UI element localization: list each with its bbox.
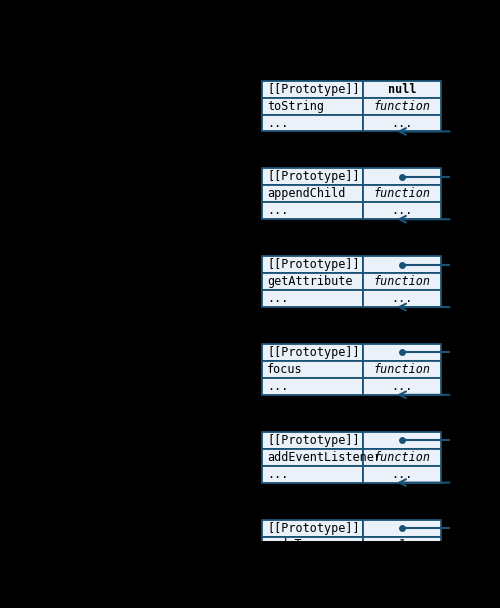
Text: ...: ... <box>267 292 288 305</box>
Bar <box>363 98 440 114</box>
Text: toString: toString <box>267 100 324 112</box>
Text: [[Prototype]]: [[Prototype]] <box>267 170 360 184</box>
Bar <box>262 449 363 466</box>
Bar <box>262 361 363 378</box>
Bar <box>262 185 363 202</box>
Bar <box>363 114 440 131</box>
Text: appendChild: appendChild <box>267 187 345 201</box>
Text: ...: ... <box>267 380 288 393</box>
Text: function: function <box>374 363 430 376</box>
Bar <box>363 344 440 361</box>
Text: function: function <box>374 187 430 201</box>
Bar <box>262 114 363 131</box>
Bar <box>363 432 440 449</box>
Text: function: function <box>374 275 430 288</box>
Bar <box>262 520 363 536</box>
Bar <box>363 466 440 483</box>
Bar <box>363 378 440 395</box>
Bar <box>262 290 363 307</box>
Text: [[Prototype]]: [[Prototype]] <box>267 83 360 95</box>
Bar <box>363 449 440 466</box>
Bar <box>363 536 440 553</box>
Bar <box>262 168 363 185</box>
Text: focus: focus <box>267 363 302 376</box>
Text: function: function <box>374 100 430 112</box>
Bar <box>262 273 363 290</box>
Bar <box>363 202 440 219</box>
Text: ...: ... <box>267 556 288 568</box>
Bar <box>363 273 440 290</box>
Text: nodeType: nodeType <box>267 539 324 551</box>
Text: getAttribute: getAttribute <box>267 275 352 288</box>
Bar <box>363 81 440 98</box>
Text: ...: ... <box>267 117 288 130</box>
Bar <box>262 432 363 449</box>
Bar <box>363 168 440 185</box>
Bar <box>363 290 440 307</box>
Bar <box>363 256 440 273</box>
Text: ...: ... <box>392 204 412 217</box>
Text: ...: ... <box>392 292 412 305</box>
Bar <box>262 344 363 361</box>
Text: ...: ... <box>392 380 412 393</box>
Bar <box>262 553 363 570</box>
Text: ...: ... <box>267 204 288 217</box>
Text: [[Prototype]]: [[Prototype]] <box>267 346 360 359</box>
Bar <box>363 185 440 202</box>
Text: function: function <box>374 451 430 464</box>
Text: 1: 1 <box>398 539 406 551</box>
Text: ...: ... <box>392 117 412 130</box>
Bar <box>363 553 440 570</box>
Bar <box>262 378 363 395</box>
Bar <box>262 536 363 553</box>
Text: addEventListener: addEventListener <box>267 451 381 464</box>
Text: ...: ... <box>267 468 288 481</box>
Bar <box>262 81 363 98</box>
Text: [[Prototype]]: [[Prototype]] <box>267 258 360 271</box>
Bar <box>363 520 440 536</box>
Text: [[Prototype]]: [[Prototype]] <box>267 434 360 447</box>
Bar <box>262 256 363 273</box>
Text: null: null <box>388 83 416 95</box>
Bar <box>262 466 363 483</box>
Bar <box>363 361 440 378</box>
Text: ...: ... <box>392 468 412 481</box>
Bar <box>262 98 363 114</box>
Bar <box>262 202 363 219</box>
Text: [[Prototype]]: [[Prototype]] <box>267 522 360 534</box>
Text: ...: ... <box>392 556 412 568</box>
